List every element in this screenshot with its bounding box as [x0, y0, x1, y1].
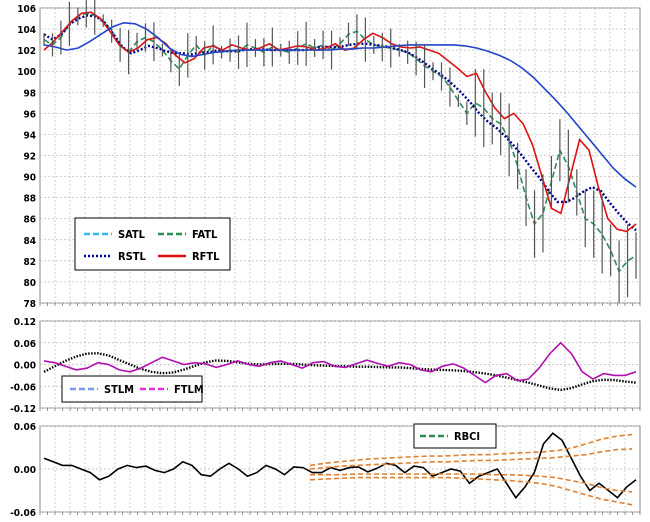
y-tick-label: 0.06: [14, 339, 36, 350]
y-tick-label: 78: [23, 299, 36, 310]
y-tick-label: 94: [23, 130, 36, 141]
y-tick-label: 90: [23, 173, 36, 184]
y-tick-label: 0.00: [14, 465, 36, 476]
band-line: [309, 433, 633, 467]
rbci-line: [43, 432, 637, 500]
y-tick-label: 80: [23, 278, 36, 289]
band-line: [309, 448, 633, 470]
legend-box: [413, 423, 497, 449]
y-tick-label: 98: [23, 88, 36, 99]
legend-label: RFTL: [192, 250, 220, 263]
y-tick-label: 100: [17, 67, 36, 78]
y-tick-label: 0.06: [14, 422, 36, 433]
legend-label: FATL: [192, 228, 218, 241]
y-tick-label: 82: [23, 257, 36, 268]
ftlm-line: [43, 341, 637, 384]
legend-box: [74, 217, 231, 271]
rbci-panel: 0.06 0.00 -0.06: [10, 422, 641, 519]
y-tick-label: 104: [17, 25, 36, 36]
legend-label: FTLM: [174, 383, 204, 396]
stlm-line: [43, 352, 637, 392]
y-tick-label: -0.12: [10, 404, 36, 415]
band-line: [310, 473, 633, 493]
legend-label: STLM: [104, 383, 134, 396]
legend-label: SATL: [118, 228, 146, 241]
y-tick-label: 0.12: [14, 317, 36, 328]
band-line: [309, 476, 633, 506]
legends: SATL FATL RSTL RFTL STLM FTLM RBCI: [61, 217, 497, 449]
legend-box: [61, 375, 203, 403]
y-tick-label: 92: [23, 152, 36, 163]
y-tick-label: 0.00: [14, 361, 36, 372]
y-tick-label: 96: [23, 109, 36, 120]
y-tick-label: 84: [23, 236, 36, 247]
legend-label: RSTL: [118, 250, 147, 263]
y-tick-label: 106: [17, 4, 36, 15]
y-tick-label: -0.06: [10, 382, 36, 393]
legend-label: RBCI: [454, 430, 480, 443]
y-tick-label: 88: [23, 194, 36, 205]
y-tick-label: -0.06: [10, 508, 36, 519]
y-tick-label: 86: [23, 215, 36, 226]
y-tick-label: 102: [17, 46, 36, 57]
